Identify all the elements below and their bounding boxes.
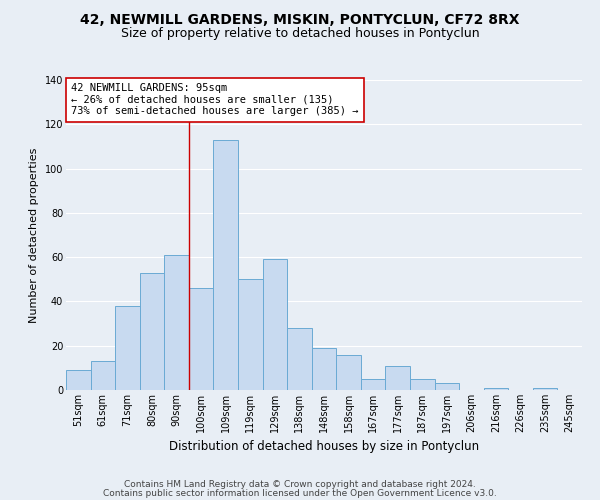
Bar xyxy=(385,366,410,390)
Bar xyxy=(91,361,115,390)
Bar xyxy=(115,306,140,390)
Bar xyxy=(238,280,263,390)
Text: 42 NEWMILL GARDENS: 95sqm
← 26% of detached houses are smaller (135)
73% of semi: 42 NEWMILL GARDENS: 95sqm ← 26% of detac… xyxy=(71,83,359,116)
Bar xyxy=(336,354,361,390)
Bar xyxy=(361,379,385,390)
Bar xyxy=(140,272,164,390)
Text: 42, NEWMILL GARDENS, MISKIN, PONTYCLUN, CF72 8RX: 42, NEWMILL GARDENS, MISKIN, PONTYCLUN, … xyxy=(80,12,520,26)
Bar xyxy=(66,370,91,390)
Text: Contains HM Land Registry data © Crown copyright and database right 2024.: Contains HM Land Registry data © Crown c… xyxy=(124,480,476,489)
Bar xyxy=(287,328,312,390)
Bar xyxy=(164,255,189,390)
Text: Size of property relative to detached houses in Pontyclun: Size of property relative to detached ho… xyxy=(121,28,479,40)
Bar xyxy=(434,384,459,390)
Text: Contains public sector information licensed under the Open Government Licence v3: Contains public sector information licen… xyxy=(103,488,497,498)
Bar xyxy=(484,388,508,390)
X-axis label: Distribution of detached houses by size in Pontyclun: Distribution of detached houses by size … xyxy=(169,440,479,454)
Bar xyxy=(263,260,287,390)
Y-axis label: Number of detached properties: Number of detached properties xyxy=(29,148,39,322)
Bar xyxy=(214,140,238,390)
Bar xyxy=(533,388,557,390)
Bar xyxy=(410,379,434,390)
Bar xyxy=(189,288,214,390)
Bar xyxy=(312,348,336,390)
